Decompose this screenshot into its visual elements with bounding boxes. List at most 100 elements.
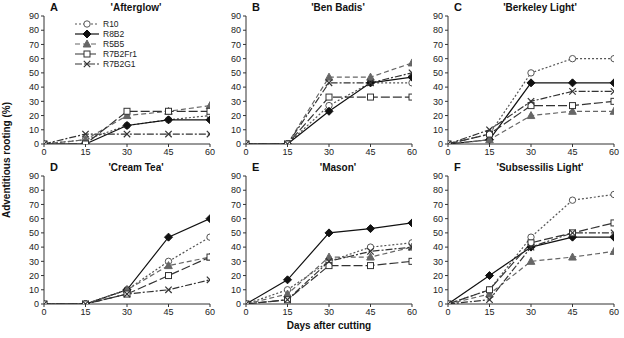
svg-text:60: 60 (29, 214, 39, 224)
svg-text:50: 50 (29, 228, 39, 238)
svg-text:40: 40 (433, 82, 443, 92)
svg-text:50: 50 (29, 68, 39, 78)
svg-text:20: 20 (433, 111, 443, 121)
svg-text:60: 60 (231, 214, 241, 224)
svg-text:60: 60 (407, 147, 417, 157)
svg-text:R10: R10 (103, 19, 119, 29)
svg-text:15: 15 (484, 307, 494, 317)
svg-text:50: 50 (231, 68, 241, 78)
svg-text:45: 45 (567, 307, 577, 317)
svg-text:45: 45 (163, 147, 173, 157)
svg-text:R7B2G1: R7B2G1 (103, 59, 136, 69)
svg-text:20: 20 (231, 111, 241, 121)
svg-text:30: 30 (526, 307, 536, 317)
svg-text:80: 80 (231, 185, 241, 195)
svg-text:R5B5: R5B5 (103, 39, 125, 49)
svg-text:10: 10 (29, 125, 39, 135)
svg-text:0: 0 (34, 139, 39, 149)
svg-text:60: 60 (205, 147, 215, 157)
svg-text:45: 45 (567, 147, 577, 157)
html-text:'Ben Badis': 'Ben Badis' (311, 2, 365, 13)
svg-text:50: 50 (231, 228, 241, 238)
svg-text:0: 0 (438, 299, 443, 309)
svg-text:40: 40 (433, 242, 443, 252)
svg-text:50: 50 (433, 228, 443, 238)
svg-text:80: 80 (433, 185, 443, 195)
svg-text:30: 30 (433, 97, 443, 107)
svg-text:30: 30 (231, 97, 241, 107)
svg-text:10: 10 (231, 125, 241, 135)
svg-text:60: 60 (205, 307, 215, 317)
html-text:Adventitious rooting (%): Adventitious rooting (%) (1, 102, 12, 219)
svg-text:70: 70 (433, 40, 443, 50)
svg-text:30: 30 (122, 307, 132, 317)
html-text:'Berkeley Light': 'Berkeley Light' (503, 2, 577, 13)
svg-text:70: 70 (29, 40, 39, 50)
svg-text:30: 30 (526, 147, 536, 157)
svg-text:30: 30 (29, 97, 39, 107)
svg-text:0: 0 (236, 139, 241, 149)
svg-text:45: 45 (163, 307, 173, 317)
svg-text:60: 60 (433, 54, 443, 64)
svg-text:70: 70 (231, 40, 241, 50)
svg-text:R7B2Fr1: R7B2Fr1 (103, 49, 137, 59)
svg-text:0: 0 (41, 147, 46, 157)
svg-text:15: 15 (484, 147, 494, 157)
svg-text:0: 0 (41, 307, 46, 317)
svg-text:80: 80 (29, 25, 39, 35)
svg-text:10: 10 (29, 285, 39, 295)
svg-text:40: 40 (231, 82, 241, 92)
svg-text:40: 40 (29, 82, 39, 92)
svg-text:90: 90 (231, 11, 241, 21)
svg-text:30: 30 (231, 257, 241, 267)
svg-text:90: 90 (29, 11, 39, 21)
svg-text:15: 15 (80, 307, 90, 317)
svg-text:80: 80 (29, 185, 39, 195)
svg-text:60: 60 (433, 214, 443, 224)
svg-text:10: 10 (433, 285, 443, 295)
svg-text:10: 10 (433, 125, 443, 135)
svg-text:60: 60 (29, 54, 39, 64)
svg-text:90: 90 (29, 171, 39, 181)
svg-text:30: 30 (29, 257, 39, 267)
svg-text:70: 70 (29, 200, 39, 210)
svg-text:70: 70 (231, 200, 241, 210)
svg-text:20: 20 (231, 271, 241, 281)
svg-text:60: 60 (609, 147, 616, 157)
svg-text:30: 30 (324, 307, 334, 317)
svg-text:80: 80 (231, 25, 241, 35)
svg-text:70: 70 (433, 200, 443, 210)
svg-text:45: 45 (365, 147, 375, 157)
svg-text:20: 20 (433, 271, 443, 281)
svg-text:50: 50 (433, 68, 443, 78)
svg-text:20: 20 (29, 111, 39, 121)
svg-text:60: 60 (407, 307, 417, 317)
svg-text:80: 80 (433, 25, 443, 35)
svg-text:90: 90 (433, 171, 443, 181)
svg-text:0: 0 (445, 307, 450, 317)
svg-text:90: 90 (433, 11, 443, 21)
svg-text:30: 30 (433, 257, 443, 267)
svg-text:0: 0 (438, 139, 443, 149)
svg-text:60: 60 (609, 307, 616, 317)
svg-text:15: 15 (80, 147, 90, 157)
html-text:'Afterglow': 'Afterglow' (110, 2, 162, 13)
svg-text:0: 0 (243, 147, 248, 157)
svg-text:20: 20 (29, 271, 39, 281)
svg-text:15: 15 (282, 307, 292, 317)
svg-text:0: 0 (34, 299, 39, 309)
svg-text:R8B2: R8B2 (103, 29, 125, 39)
svg-text:40: 40 (29, 242, 39, 252)
svg-text:40: 40 (231, 242, 241, 252)
html-text:'Cream Tea': 'Cream Tea' (108, 162, 164, 173)
svg-text:90: 90 (231, 171, 241, 181)
svg-text:15: 15 (282, 147, 292, 157)
svg-text:60: 60 (231, 54, 241, 64)
svg-text:10: 10 (231, 285, 241, 295)
svg-text:30: 30 (324, 147, 334, 157)
svg-text:0: 0 (445, 147, 450, 157)
svg-text:0: 0 (243, 307, 248, 317)
svg-text:0: 0 (236, 299, 241, 309)
svg-text:30: 30 (122, 147, 132, 157)
svg-text:45: 45 (365, 307, 375, 317)
